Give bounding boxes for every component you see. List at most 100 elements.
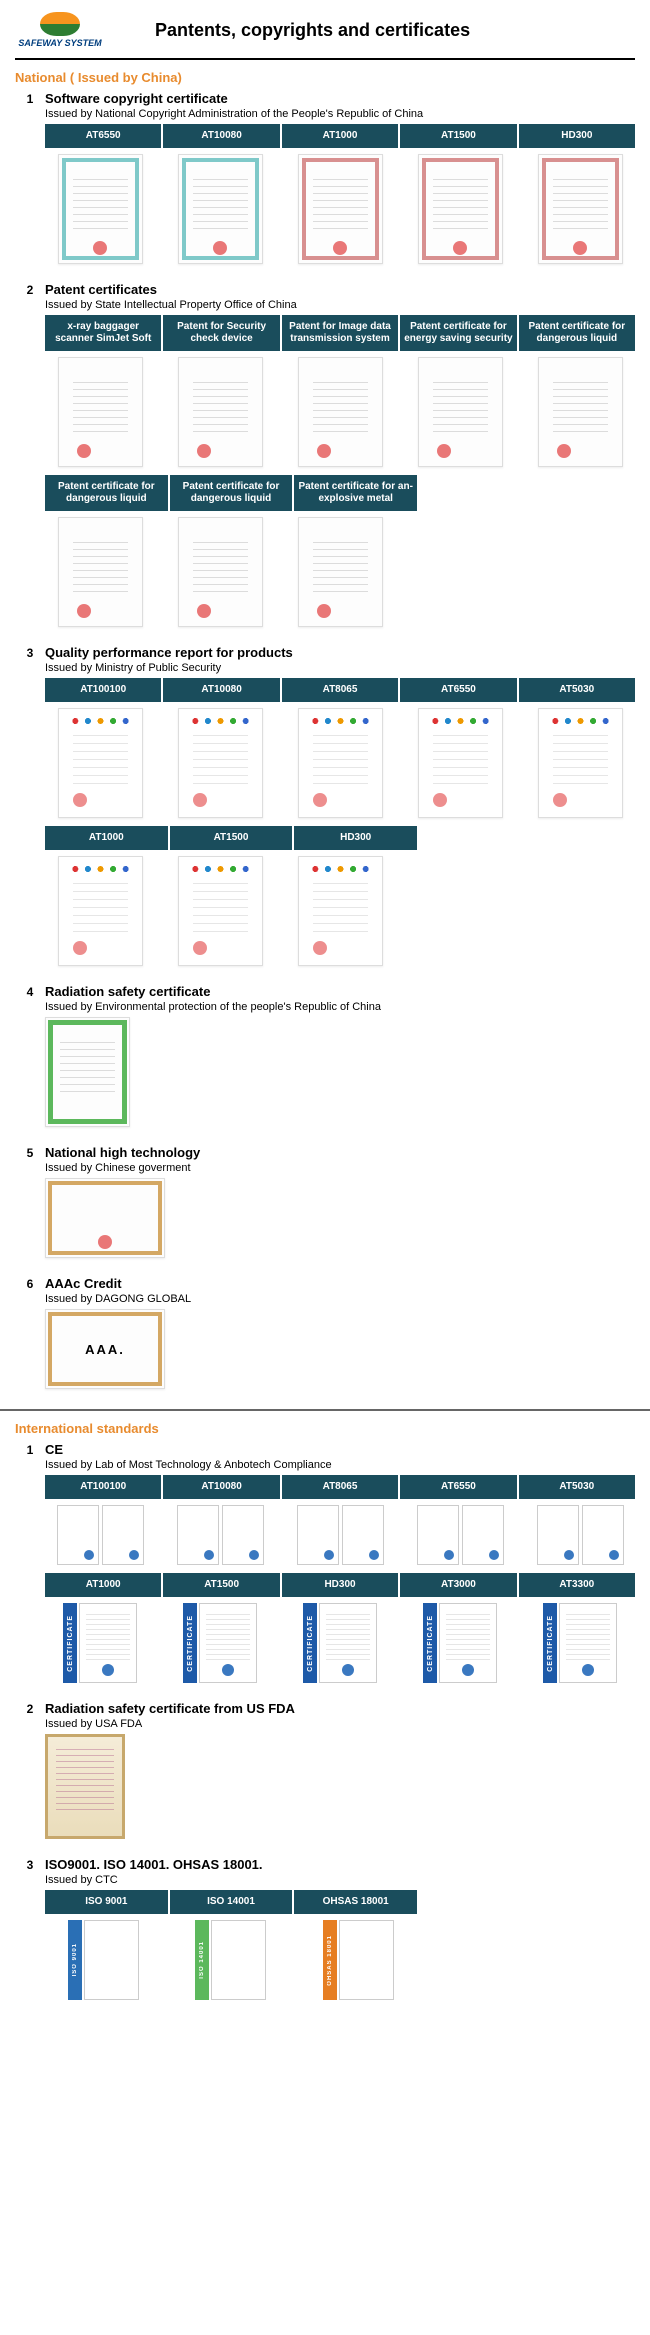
cert-thumb xyxy=(285,1505,395,1565)
item-radiation-safety: 4 Radiation safety certificate Issued by… xyxy=(15,984,635,1127)
header-row: AT100100 AT10080 AT8065 AT6550 AT5030 xyxy=(45,678,635,702)
cert-row xyxy=(45,1505,635,1565)
item-title: Quality performance report for products xyxy=(45,645,293,660)
header-cell: AT8065 xyxy=(282,1475,398,1499)
item-num: 1 xyxy=(15,1443,45,1457)
item-title: Patent certificates xyxy=(45,282,157,297)
item-issued: Issued by USA FDA xyxy=(45,1718,635,1730)
item-quality-performance: 3 Quality performance report for product… xyxy=(15,645,635,966)
page: SAFEWAY SYSTEM Pantents, copyrights and … xyxy=(0,0,650,2028)
header-cell: AT10080 xyxy=(163,1475,279,1499)
cert-thumb xyxy=(525,1505,635,1565)
cert-thumb xyxy=(285,708,395,818)
cert-thumb xyxy=(165,517,275,627)
cert-thumb xyxy=(525,708,635,818)
cert-side-label: CERTIFICATE xyxy=(187,1615,194,1672)
item-num: 6 xyxy=(15,1277,45,1291)
item-issued: Issued by Lab of Most Technology & Anbot… xyxy=(45,1459,635,1471)
aaa-text: AAA. xyxy=(45,1309,165,1389)
header-row: x-ray baggager scanner SimJet Soft Paten… xyxy=(45,315,635,351)
item-patent-certificates: 2 Patent certificates Issued by State In… xyxy=(15,282,635,627)
item-issued: Issued by National Copyright Administrat… xyxy=(45,108,635,120)
header-cell: ISO 14001 xyxy=(170,1890,293,1914)
item-issued: Issued by State Intellectual Property Of… xyxy=(45,299,635,311)
cert-thumb xyxy=(405,708,515,818)
header-cell: AT1500 xyxy=(163,1573,279,1597)
cert-thumb: CERTIFICATE xyxy=(45,1603,155,1683)
header-cell: Patent certificate for energy saving sec… xyxy=(400,315,516,351)
cert-thumb xyxy=(45,1505,155,1565)
header-cell: AT1000 xyxy=(45,826,168,850)
cert-row xyxy=(45,357,635,467)
cert-row xyxy=(45,1178,635,1258)
cert-thumb xyxy=(45,856,155,966)
item-num: 1 xyxy=(15,92,45,106)
header-cell: AT3300 xyxy=(519,1573,635,1597)
cert-side-label: CERTIFICATE xyxy=(547,1615,554,1672)
header-cell: x-ray baggager scanner SimJet Soft xyxy=(45,315,161,351)
cert-thumb xyxy=(45,1734,125,1839)
cert-thumb xyxy=(285,856,395,966)
cert-row xyxy=(45,517,635,627)
cert-thumb xyxy=(45,708,155,818)
iso-side-label: OHSAS 18001 xyxy=(327,1935,333,1986)
logo-text: SAFEWAY SYSTEM xyxy=(18,38,101,48)
header-cell: Patent for Image data transmission syste… xyxy=(282,315,398,351)
header-cell: AT10080 xyxy=(163,124,279,148)
item-issued: Issued by Environmental protection of th… xyxy=(45,1001,635,1013)
header-row: ISO 9001 ISO 14001 OHSAS 18001 xyxy=(45,1890,417,1914)
cert-row xyxy=(45,154,635,264)
header-cell: HD300 xyxy=(294,826,417,850)
header-cell: ISO 9001 xyxy=(45,1890,168,1914)
header-cell: AT5030 xyxy=(519,678,635,702)
cert-thumb: AAA. xyxy=(45,1309,165,1389)
header-cell: Patent certificate for dangerous liquid xyxy=(45,475,168,511)
cert-thumb xyxy=(45,517,155,627)
cert-thumb: OHSAS 18001 xyxy=(300,1920,417,2000)
section-title-national: National ( Issued by China) xyxy=(15,70,635,85)
header-cell: AT6550 xyxy=(45,124,161,148)
cert-row xyxy=(45,856,635,966)
cert-thumb xyxy=(525,154,635,264)
cert-side-label: CERTIFICATE xyxy=(307,1615,314,1672)
item-aaa-credit: 6 AAAc Credit Issued by DAGONG GLOBAL AA… xyxy=(15,1276,635,1389)
header-cell: AT10080 xyxy=(163,678,279,702)
cert-side-label: CERTIFICATE xyxy=(427,1615,434,1672)
section-divider xyxy=(0,1409,650,1411)
divider xyxy=(15,58,635,60)
item-national-high-tech: 5 National high technology Issued by Chi… xyxy=(15,1145,635,1258)
cert-row xyxy=(45,708,635,818)
cert-row: AAA. xyxy=(45,1309,635,1389)
item-title: Software copyright certificate xyxy=(45,91,228,106)
cert-side-label: CERTIFICATE xyxy=(67,1615,74,1672)
header-cell: HD300 xyxy=(282,1573,398,1597)
cert-thumb: ISO 9001 xyxy=(45,1920,162,2000)
page-title: Pantents, copyrights and certificates xyxy=(155,20,470,41)
header-cell: Patent for Security check device xyxy=(163,315,279,351)
item-num: 2 xyxy=(15,283,45,297)
item-software-copyright: 1 Software copyright certificate Issued … xyxy=(15,91,635,264)
cert-thumb: CERTIFICATE xyxy=(165,1603,275,1683)
logo-globe-icon xyxy=(40,12,80,36)
header-cell: AT1000 xyxy=(45,1573,161,1597)
cert-row: CERTIFICATE CERTIFICATE CERTIFICATE CERT… xyxy=(45,1603,635,1683)
cert-row xyxy=(45,1734,635,1839)
header-cell: Patent certificate for dangerous liquid xyxy=(170,475,293,511)
cert-thumb xyxy=(525,357,635,467)
cert-thumb xyxy=(45,154,155,264)
item-issued: Issued by Chinese goverment xyxy=(45,1162,635,1174)
item-title: AAAc Credit xyxy=(45,1276,122,1291)
item-issued: Issued by DAGONG GLOBAL xyxy=(45,1293,635,1305)
cert-thumb xyxy=(285,154,395,264)
header-cell: AT1000 xyxy=(282,124,398,148)
header-cell: AT1500 xyxy=(170,826,293,850)
cert-thumb xyxy=(165,856,275,966)
header-row: Patent certificate for dangerous liquid … xyxy=(45,475,417,511)
header-cell: AT100100 xyxy=(45,1475,161,1499)
header-cell: AT5030 xyxy=(519,1475,635,1499)
header-cell: AT1500 xyxy=(400,124,516,148)
cert-thumb xyxy=(45,1017,130,1127)
cert-thumb xyxy=(525,856,635,966)
cert-thumb xyxy=(405,357,515,467)
iso-side-label: ISO 14001 xyxy=(199,1941,205,1979)
